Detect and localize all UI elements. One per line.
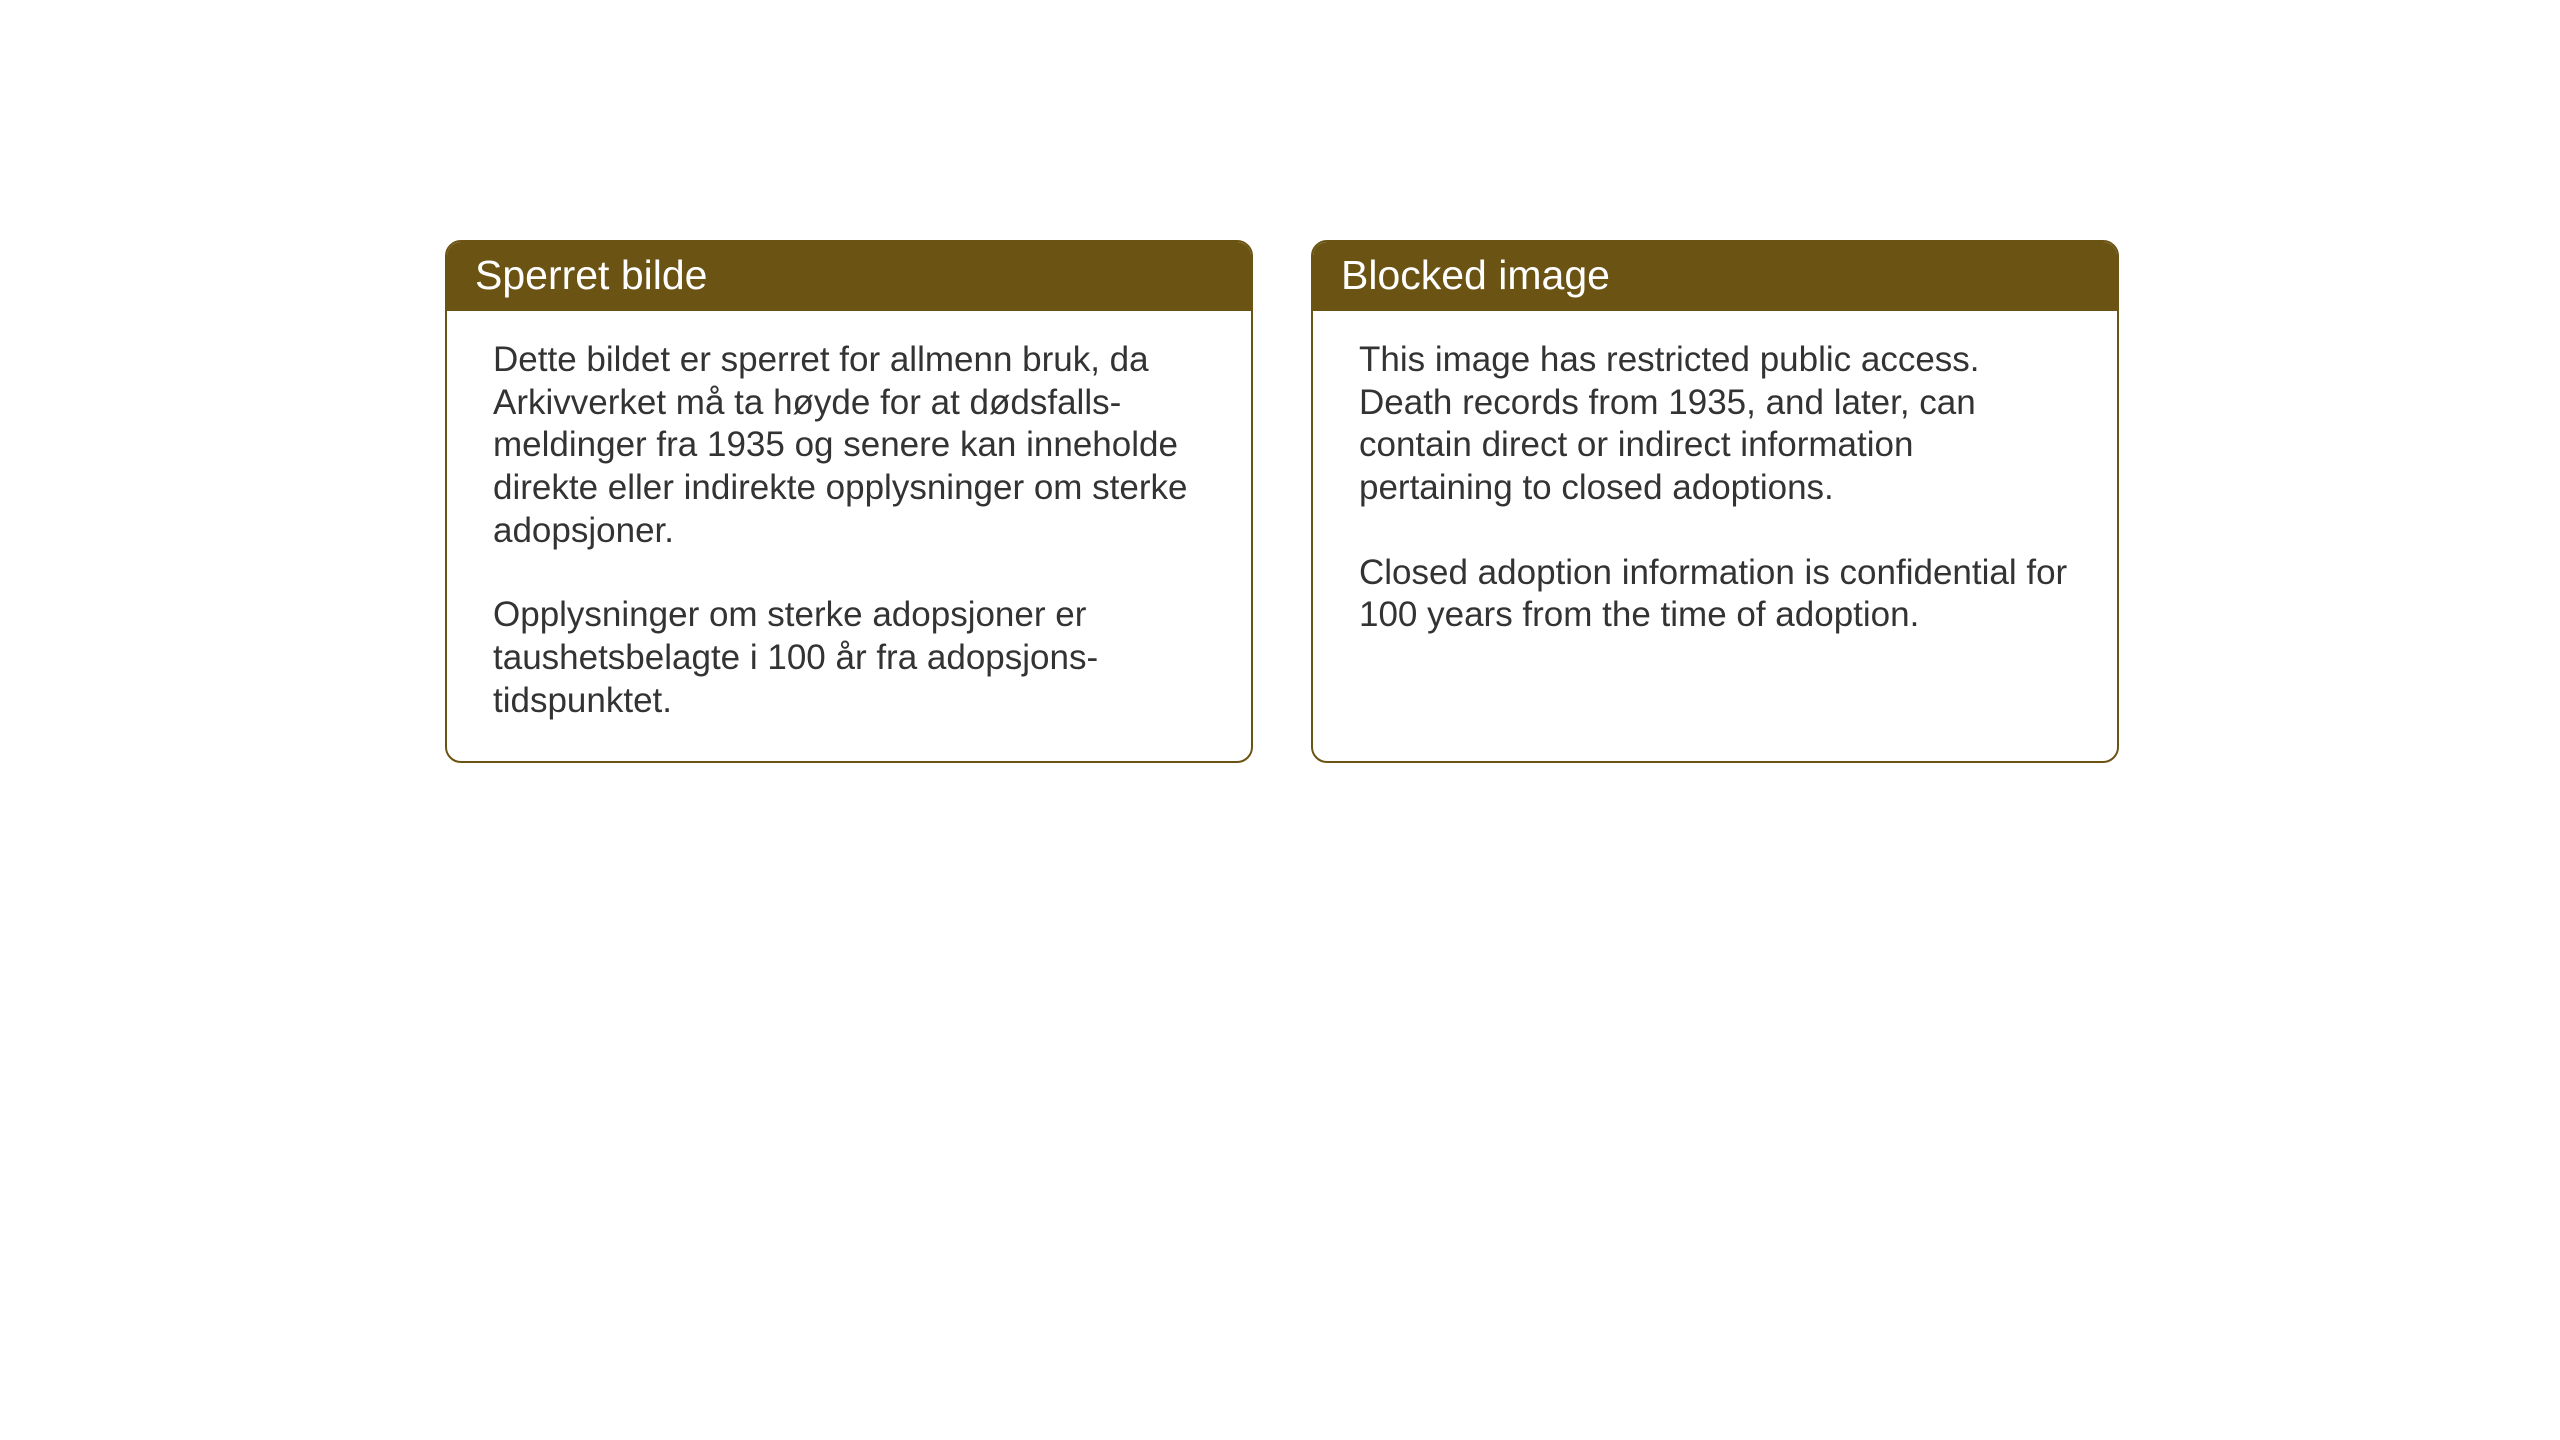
card-title-norwegian: Sperret bilde [475, 252, 707, 298]
card-header-norwegian: Sperret bilde [447, 242, 1251, 311]
card-paragraph-english-1: This image has restricted public access.… [1359, 339, 2071, 510]
notice-card-english: Blocked image This image has restricted … [1311, 240, 2119, 763]
card-header-english: Blocked image [1313, 242, 2117, 311]
notice-card-norwegian: Sperret bilde Dette bildet er sperret fo… [445, 240, 1253, 763]
card-title-english: Blocked image [1341, 252, 1610, 298]
card-body-norwegian: Dette bildet er sperret for allmenn bruk… [447, 311, 1251, 761]
card-paragraph-norwegian-1: Dette bildet er sperret for allmenn bruk… [493, 339, 1205, 552]
card-paragraph-english-2: Closed adoption information is confident… [1359, 552, 2071, 637]
card-paragraph-norwegian-2: Opplysninger om sterke adopsjoner er tau… [493, 594, 1205, 722]
notice-container: Sperret bilde Dette bildet er sperret fo… [445, 240, 2119, 763]
card-body-english: This image has restricted public access.… [1313, 311, 2117, 675]
